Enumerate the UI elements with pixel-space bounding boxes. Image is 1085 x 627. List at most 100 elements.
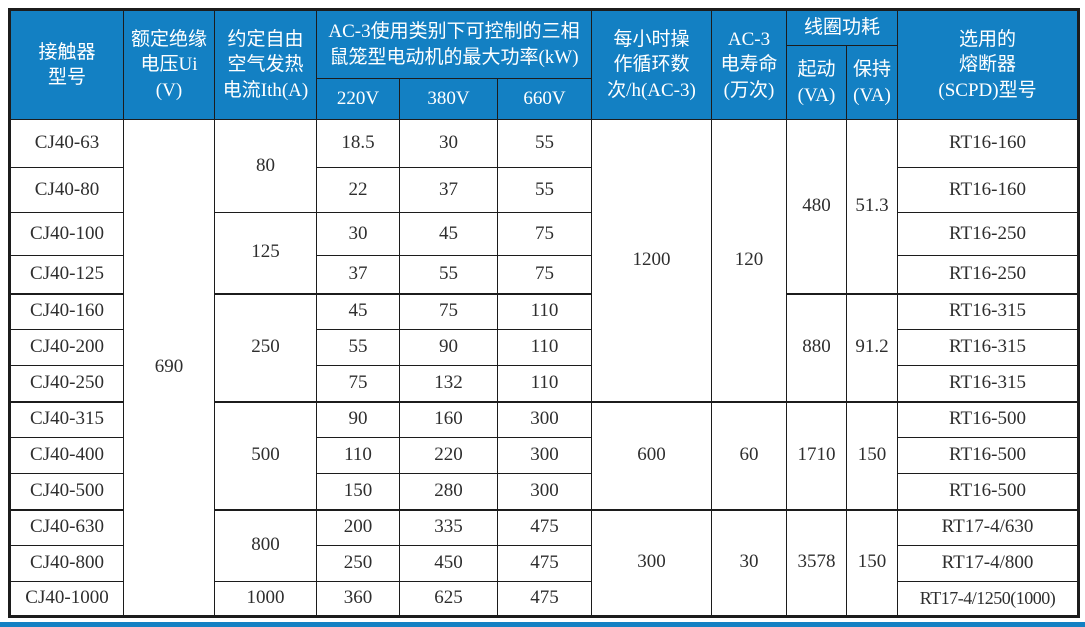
cell-power-380: 45 (399, 212, 498, 256)
cell-power-660: 55 (497, 119, 592, 168)
cell-thermal-current: 250 (214, 292, 317, 402)
cell-fuse: RT16-160 (897, 167, 1079, 213)
cell-model: CJ40-315 (9, 400, 124, 438)
header-660v: 660V (497, 78, 592, 120)
table-row: CJ40-400 110 220 300 RT16-500 (9, 437, 1079, 474)
table-row: CJ40-160 250 45 75 110 880 91.2 RT16-315 (9, 292, 1079, 402)
cell-model: CJ40-250 (9, 365, 124, 402)
cell-model: CJ40-200 (9, 329, 124, 366)
cell-power-660: 475 (497, 508, 592, 546)
header-cycles-per-hour: 每小时操 作循环数 次/h(AC-3) (591, 9, 712, 120)
table-row: CJ40-100 125 30 45 75 RT16-250 (9, 212, 1079, 294)
cell-thermal-current: 125 (214, 212, 317, 294)
header-coil-start: 起动 (VA) (786, 45, 847, 120)
cell-model: CJ40-125 (9, 255, 124, 294)
header-fuse-type: 选用的 熔断器 (SCPD)型号 (897, 9, 1079, 120)
cell-fuse: RT16-250 (897, 212, 1079, 256)
cell-cycles: 300 (591, 508, 712, 617)
cell-fuse: RT17-4/1250(1000) (897, 581, 1079, 617)
cell-power-380: 55 (399, 255, 498, 294)
cell-model: CJ40-80 (9, 167, 124, 213)
cell-cycles: 600 (591, 400, 712, 510)
table-row: CJ40-63 690 80 18.5 30 55 1200 120 480 5… (9, 119, 1079, 617)
cell-thermal-current: 800 (214, 508, 317, 582)
header-model: 接触器 型号 (9, 9, 124, 120)
cell-model: CJ40-400 (9, 437, 124, 474)
table-row: CJ40-250 75 132 110 RT16-315 (9, 365, 1079, 402)
cell-power-660: 300 (497, 400, 592, 438)
cell-fuse: RT16-315 (897, 292, 1079, 330)
cell-power-660: 110 (497, 292, 592, 330)
cell-power-660: 300 (497, 437, 592, 474)
cell-power-380: 90 (399, 329, 498, 366)
cell-thermal-current: 80 (214, 119, 317, 213)
cell-fuse: RT17-4/800 (897, 545, 1079, 582)
cell-coil-start: 3578 (786, 508, 847, 617)
table-row: CJ40-125 37 55 75 RT16-250 (9, 255, 1079, 294)
cell-power-660: 475 (497, 545, 592, 582)
cell-fuse: RT16-500 (897, 473, 1079, 510)
cell-fuse: RT16-160 (897, 119, 1079, 168)
header-electrical-life: AC-3 电寿命 (万次) (711, 9, 787, 120)
cell-power-660: 75 (497, 212, 592, 256)
cell-power-660: 300 (497, 473, 592, 510)
header-max-power-group: AC-3使用类别下可控制的三相 鼠笼型电动机的最大功率(kW) (316, 9, 592, 79)
cell-power-660: 55 (497, 167, 592, 213)
cell-power-660: 475 (497, 581, 592, 617)
table-row: CJ40-315 500 90 160 300 600 60 1710 150 … (9, 400, 1079, 510)
header-380v: 380V (399, 78, 498, 120)
cell-life: 60 (711, 400, 787, 510)
cell-coil-start: 1710 (786, 400, 847, 510)
cell-power-220: 110 (316, 437, 400, 474)
cell-power-660: 75 (497, 255, 592, 294)
cell-thermal-current: 500 (214, 400, 317, 510)
table-row: CJ40-200 55 90 110 RT16-315 (9, 329, 1079, 366)
cell-power-380: 132 (399, 365, 498, 402)
cell-power-380: 30 (399, 119, 498, 168)
cell-power-220: 22 (316, 167, 400, 213)
cell-power-380: 335 (399, 508, 498, 546)
cell-power-220: 30 (316, 212, 400, 256)
cell-fuse: RT17-4/630 (897, 508, 1079, 546)
table-row: CJ40-500 150 280 300 RT16-500 (9, 473, 1079, 510)
table-row: CJ40-1000 1000 360 625 475 RT17-4/1250(1… (9, 581, 1079, 617)
cell-fuse: RT16-500 (897, 437, 1079, 474)
cell-power-380: 160 (399, 400, 498, 438)
table-header: 接触器 型号 额定绝缘 电压Ui (V) 约定自由 空气发热 电流Ith(A) … (9, 9, 1079, 120)
header-thermal-current: 约定自由 空气发热 电流Ith(A) (214, 9, 317, 120)
cell-power-220: 90 (316, 400, 400, 438)
cell-power-220: 37 (316, 255, 400, 294)
cell-model: CJ40-160 (9, 292, 124, 330)
table-row: CJ40-630 800 200 335 475 300 30 3578 150… (9, 508, 1079, 617)
cell-life: 30 (711, 508, 787, 617)
cell-coil-hold: 150 (846, 508, 898, 617)
cell-model: CJ40-630 (9, 508, 124, 546)
cell-coil-hold: 150 (846, 400, 898, 510)
cell-power-660: 110 (497, 329, 592, 366)
header-220v: 220V (316, 78, 400, 120)
cell-thermal-current: 1000 (214, 581, 317, 617)
bottom-accent-strip (0, 622, 1085, 627)
cell-power-220: 18.5 (316, 119, 400, 168)
table-row: CJ40-800 250 450 475 RT17-4/800 (9, 545, 1079, 582)
cell-power-220: 45 (316, 292, 400, 330)
cell-coil-hold: 51.3 (846, 119, 898, 294)
header-rated-voltage: 额定绝缘 电压Ui (V) (123, 9, 215, 120)
cell-power-220: 360 (316, 581, 400, 617)
cell-model: CJ40-500 (9, 473, 124, 510)
cell-fuse: RT16-315 (897, 365, 1079, 402)
cell-rated-voltage: 690 (123, 119, 215, 617)
cell-power-220: 200 (316, 508, 400, 546)
header-coil-hold: 保持 (VA) (846, 45, 898, 120)
cell-power-380: 220 (399, 437, 498, 474)
contactor-spec-table: 接触器 型号 额定绝缘 电压Ui (V) 约定自由 空气发热 电流Ith(A) … (8, 8, 1080, 618)
cell-power-220: 75 (316, 365, 400, 402)
cell-coil-start: 480 (786, 119, 847, 294)
cell-model: CJ40-800 (9, 545, 124, 582)
cell-power-380: 625 (399, 581, 498, 617)
cell-fuse: RT16-315 (897, 329, 1079, 366)
cell-power-380: 75 (399, 292, 498, 330)
cell-coil-start: 880 (786, 292, 847, 402)
table-row: CJ40-80 22 37 55 RT16-160 (9, 167, 1079, 213)
